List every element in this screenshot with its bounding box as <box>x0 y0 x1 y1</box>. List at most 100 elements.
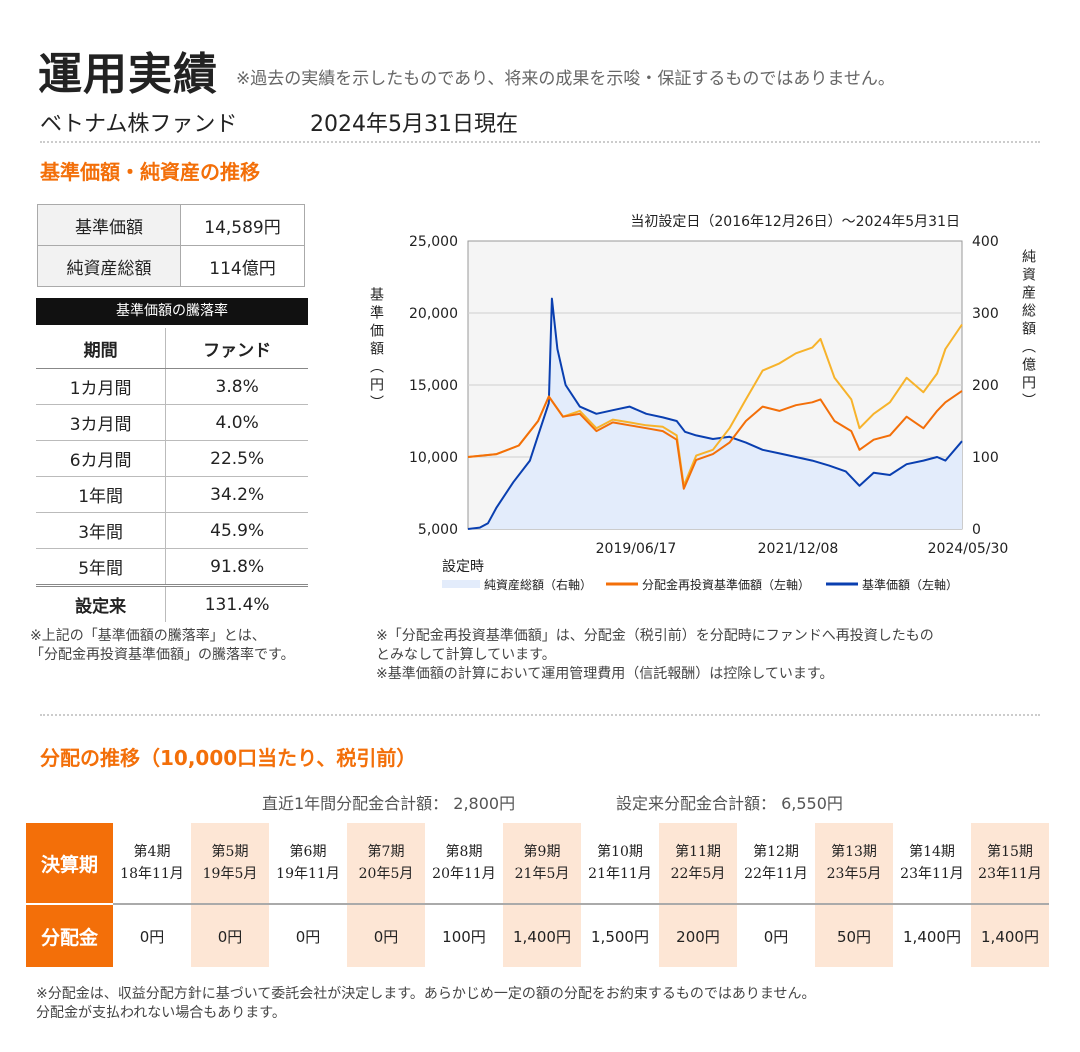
period-term: 第12期 <box>753 844 799 860</box>
summary-label: 純資産総額 <box>37 245 181 287</box>
distribution-1y-total: 直近1年間分配金合計額： 2,800円 <box>262 794 516 813</box>
y2-tick-label: 300 <box>972 306 999 322</box>
y-tick-label: 25,000 <box>409 234 458 250</box>
period-term: 第6期 <box>289 844 327 860</box>
amount-cell: 200円 <box>659 904 737 967</box>
amount-cell: 1,400円 <box>903 927 961 946</box>
value-cell: 34.2% <box>165 476 308 513</box>
period-cell: 第11期 22年5月 <box>659 823 737 905</box>
distribution-footnote: ※分配金は、収益分配方針に基づいて委託会社が決定します。あらかじめ一定の額の分配… <box>36 985 816 1023</box>
performance-table: 期間 ファンド 1カ月間 3.8% 3カ月間 4.0% 6カ月間 22.5% 1年間 3… <box>36 328 308 622</box>
series-net-assets-line <box>467 297 963 530</box>
col-header-fund: ファンド <box>165 328 308 369</box>
y-tick-label: 15,000 <box>409 378 458 394</box>
table-row: 1カ月間 3.8% <box>36 368 308 405</box>
period-cell: 第5期 19年5月 <box>191 823 269 905</box>
value-cell: 22.5% <box>165 440 308 477</box>
period-term: 第7期 <box>367 844 405 860</box>
divider <box>40 714 1040 716</box>
period-date: 19年11月 <box>276 866 340 882</box>
period-term: 第9期 <box>523 844 561 860</box>
period-term: 第15期 <box>987 844 1033 860</box>
period-date: 23年5月 <box>826 866 882 882</box>
y-tick-label: 10,000 <box>409 450 458 466</box>
period-term: 第4期 <box>133 844 171 860</box>
note-line: ※「分配金再投資基準価額」は、分配金（税引前）を分配時にファンドへ再投資したもの <box>376 628 934 644</box>
y-axis-label: 基準価額（円） <box>368 286 384 413</box>
period-cell: 5年間 <box>36 548 166 587</box>
period-cell: 第15期 23年11月 <box>971 823 1049 905</box>
table-row: 5年間 91.8% <box>36 548 308 587</box>
distribution-heading: 分配の推移（10,000口当たり、税引前） <box>40 746 417 770</box>
period-term: 第11期 <box>675 844 721 860</box>
period-date: 20年11月 <box>432 866 496 882</box>
row-label-amount: 分配金 <box>26 904 113 967</box>
period-cell: 第9期 21年5月 <box>503 823 581 905</box>
x-tick-label: 2024/05/30 <box>928 541 1009 557</box>
distribution-total: 設定来分配金合計額： 6,550円 <box>616 794 843 813</box>
as-of-date: 2024年5月31日現在 <box>310 112 518 137</box>
amount-cell: 0円 <box>347 904 425 967</box>
period-cell: 第4期 18年11月 <box>113 823 191 905</box>
x-tick-label: 2019/06/17 <box>596 541 677 557</box>
table-row: 3カ月間 4.0% <box>36 404 308 441</box>
period-cell: 第14期 23年11月 <box>893 823 971 905</box>
legend-label: 分配金再投資基準価額（左軸） <box>642 577 810 592</box>
table-row: 分配金 0円 0円 0円 0円 100円 1,400円 1,500円 200円 0円 50円 1,4… <box>26 904 1049 967</box>
value-cell: 45.9% <box>165 512 308 549</box>
nav-summary-table: 基準価額 14,589円 純資産総額 114億円 <box>37 204 305 287</box>
amount-cell: 0円 <box>763 927 789 946</box>
period-date: 18年11月 <box>120 866 184 882</box>
summary-value: 114億円 <box>180 245 305 287</box>
col-header-period: 期間 <box>36 328 166 369</box>
legend-label: 基準価額（左軸） <box>862 577 958 592</box>
fund-name: ベトナム株ファンド <box>40 112 238 137</box>
table-row: 1年間 34.2% <box>36 476 308 513</box>
value-cell: 3.8% <box>165 368 308 405</box>
amount-cell: 0円 <box>191 904 269 967</box>
page-title: 運用実績 <box>38 49 218 100</box>
note-line: ※上記の「基準価額の騰落率」とは、 <box>30 628 266 644</box>
period-term: 第13期 <box>831 844 877 860</box>
y2-tick-label: 0 <box>972 522 981 538</box>
period-term: 第14期 <box>909 844 955 860</box>
period-date: 19年5月 <box>202 866 258 882</box>
value-cell: 131.4% <box>165 585 308 622</box>
period-cell: 6カ月間 <box>36 440 166 477</box>
table-row: 設定来 131.4% <box>36 585 308 622</box>
nav-chart: 当初設定日（2016年12月26日）～2024年5月31日 25,000 20,00… <box>368 213 1036 592</box>
table-row: 基準価額 14,589円 <box>37 204 305 246</box>
period-cell: 第12期 22年11月 <box>737 823 815 905</box>
period-cell: 3カ月間 <box>36 404 166 441</box>
period-date: 20年5月 <box>358 866 414 882</box>
period-cell: 第8期 20年11月 <box>425 823 503 905</box>
period-term: 第10期 <box>597 844 643 860</box>
legend-label: 純資産総額（右軸） <box>484 577 592 592</box>
amount-cell: 100円 <box>442 927 486 946</box>
period-cell: 1カ月間 <box>36 368 166 405</box>
performance-note: ※上記の「基準価額の騰落率」とは、 「分配金再投資基準価額」の騰落率です。 <box>30 627 295 665</box>
amount-cell: 50円 <box>815 904 893 967</box>
value-cell: 4.0% <box>165 404 308 441</box>
period-cell: 第13期 23年5月 <box>815 823 893 905</box>
disclaimer-note: ※過去の実績を示したものであり、将来の成果を示唆・保証するものではありません。 <box>236 69 895 89</box>
amount-cell: 0円 <box>139 927 165 946</box>
period-date: 21年11月 <box>588 866 652 882</box>
distribution-table: 決算期 第4期 18年11月 第5期 19年5月 第6期 19年11月 第7期 20年5月 第8… <box>26 823 1049 967</box>
note-line: 分配金が支払われない場合もあります。 <box>36 1005 286 1021</box>
reinvest-note: ※「分配金再投資基準価額」は、分配金（税引前）を分配時にファンドへ再投資したもの… <box>376 627 934 684</box>
period-cell: 第6期 19年11月 <box>269 823 347 905</box>
period-cell: 設定来 <box>75 597 127 617</box>
y2-tick-label: 200 <box>972 378 999 394</box>
divider <box>40 141 1040 143</box>
legend-swatch-net-assets <box>442 580 480 588</box>
x-tick-label: 2021/12/08 <box>758 541 839 557</box>
row-label-period: 決算期 <box>26 823 113 905</box>
period-term: 第5期 <box>211 844 249 860</box>
table-row: 決算期 第4期 18年11月 第5期 19年5月 第6期 19年11月 第7期 20年5月 第8… <box>26 823 1049 905</box>
series-net-assets-area <box>468 298 962 529</box>
period-cell: 3年間 <box>36 512 166 549</box>
summary-label: 基準価額 <box>37 204 181 246</box>
value-cell: 91.8% <box>165 548 308 587</box>
period-cell: 第7期 20年5月 <box>347 823 425 905</box>
